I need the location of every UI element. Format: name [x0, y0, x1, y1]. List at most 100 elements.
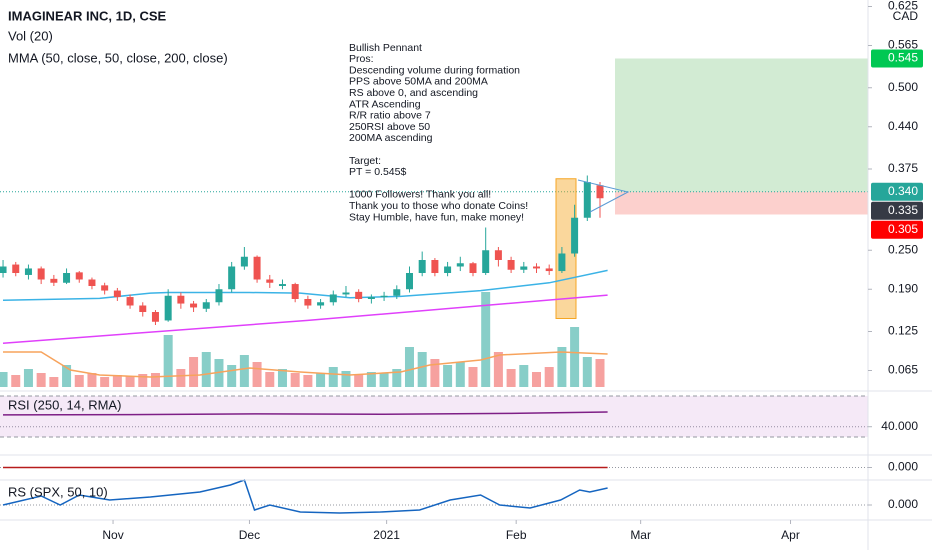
candle-body — [12, 264, 20, 273]
y-tick-label: 0.565 — [888, 38, 918, 52]
volume-bar — [100, 377, 110, 387]
currency: CAD — [893, 9, 919, 23]
volume-bar — [354, 375, 364, 387]
line — [2, 269, 608, 302]
candle-body — [469, 263, 477, 273]
volume-bar — [455, 362, 465, 387]
candle-body — [367, 297, 375, 299]
volume-bar — [201, 352, 211, 387]
candle-body — [0, 266, 7, 273]
y-tick-label: 40.000 — [881, 419, 918, 433]
candle-body — [139, 305, 147, 312]
volume-bar — [531, 372, 541, 387]
price-label: 0.305 — [888, 222, 918, 236]
note: Pros: — [349, 53, 374, 65]
candle-body — [291, 284, 299, 299]
y-tick-label: 0.440 — [888, 119, 918, 133]
y-tick-label: 0.190 — [888, 281, 918, 295]
volume-bar — [379, 373, 389, 387]
volume-bar — [582, 357, 592, 387]
candle-body — [355, 291, 363, 299]
line — [2, 294, 608, 344]
volume-bar — [74, 375, 84, 387]
candle-body — [583, 182, 591, 218]
candle-body — [177, 295, 185, 304]
y-tick-label: 0.000 — [888, 497, 918, 511]
y-tick-label: 0.625 — [888, 0, 918, 13]
candle-body — [456, 263, 464, 267]
candle-body — [405, 273, 413, 290]
line — [3, 351, 608, 378]
volume-bar — [519, 365, 529, 387]
y-tick-label: 0.500 — [888, 80, 918, 94]
y-tick-label: 0.000 — [888, 460, 918, 474]
volume-bar — [23, 369, 33, 387]
candle-body — [101, 285, 109, 291]
volume-bar — [150, 373, 160, 387]
note: 250RSI above 50 — [349, 121, 430, 133]
candle-body — [393, 289, 401, 296]
volume-bar — [392, 369, 402, 387]
volume-bar — [163, 335, 173, 387]
price-label-box — [871, 49, 923, 68]
note: R/R ratio above 7 — [349, 110, 431, 122]
volume-bar — [11, 375, 21, 387]
price-label: 0.545 — [888, 51, 918, 65]
y-tick-label: 0.065 — [888, 363, 918, 377]
volume-bar — [252, 362, 262, 387]
volume-label: Vol (20) — [8, 28, 53, 43]
x-tick-label: Apr — [781, 528, 800, 542]
line — [2, 479, 608, 514]
volume-bar — [481, 292, 491, 387]
candle-body — [380, 295, 388, 298]
note: Bullish Pennant — [349, 42, 422, 54]
candle-body — [482, 250, 490, 273]
price-label-box — [871, 220, 923, 239]
candle-body — [75, 272, 83, 280]
price-label-box — [871, 182, 923, 201]
y-tick-label: 0.125 — [888, 324, 918, 338]
candle-body — [304, 299, 312, 306]
note: 1000 Followers! Thank you all! — [349, 189, 491, 201]
note: Target: — [349, 155, 381, 167]
candle-body — [329, 294, 337, 303]
candle-body — [37, 268, 45, 280]
volume-bar — [328, 367, 338, 387]
y-tick-label: 0.375 — [888, 161, 918, 175]
note: Thank you to those who donate Coins! — [349, 200, 528, 212]
volume-bar — [62, 365, 72, 387]
volume-bar — [277, 369, 287, 387]
volume-bar — [138, 374, 148, 387]
volume-bar — [290, 373, 300, 387]
note: RS above 0, and ascending — [349, 87, 478, 99]
volume-bar — [341, 371, 351, 387]
volume-bar — [493, 352, 503, 387]
candle-body — [571, 217, 579, 254]
candle-body — [431, 260, 439, 273]
candle-body — [558, 253, 566, 272]
volume-bar — [544, 367, 554, 387]
volume-bar — [404, 347, 414, 387]
price-label-box — [871, 201, 923, 220]
candle-body — [190, 303, 198, 308]
rsi-band — [0, 395, 868, 437]
volume-bar — [570, 327, 580, 387]
target-zone — [615, 58, 868, 192]
volume-bar — [468, 367, 478, 387]
volume-bar — [417, 352, 427, 387]
volume-bar — [0, 372, 8, 387]
candle-body — [50, 278, 58, 283]
stop-zone — [615, 191, 868, 215]
candle-body — [596, 185, 604, 199]
note: ATR Ascending — [349, 98, 421, 110]
candle-body — [88, 279, 96, 286]
candle-body — [418, 260, 426, 273]
x-tick-label: Dec — [239, 528, 260, 542]
volume-bar — [227, 365, 237, 387]
note: 200MA ascending — [349, 132, 433, 144]
pane-title: RS (SPX, 50, 10) — [8, 484, 108, 499]
volume-bar — [176, 369, 186, 387]
volume-bar — [49, 377, 59, 387]
